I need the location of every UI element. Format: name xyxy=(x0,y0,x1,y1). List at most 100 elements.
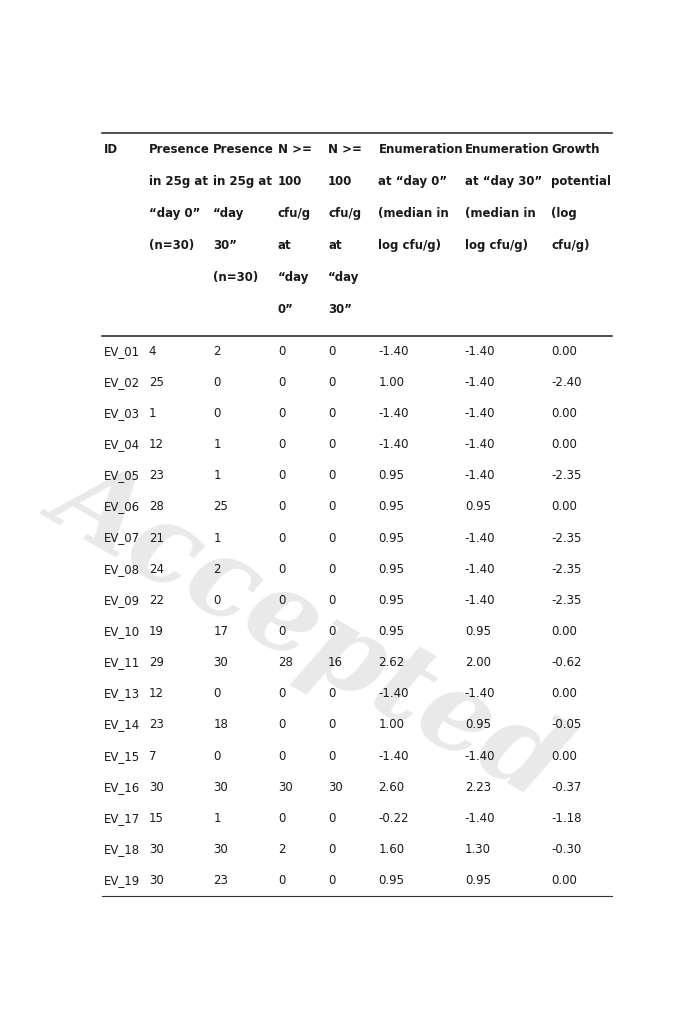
Text: EV_15: EV_15 xyxy=(104,749,140,763)
Text: 30”: 30” xyxy=(213,239,237,252)
Text: at: at xyxy=(278,239,292,252)
Text: cfu/g): cfu/g) xyxy=(552,239,590,252)
Text: EV_06: EV_06 xyxy=(104,500,140,513)
Text: -1.40: -1.40 xyxy=(465,531,495,545)
Text: 0.00: 0.00 xyxy=(552,749,577,763)
Text: -1.40: -1.40 xyxy=(379,407,409,420)
Text: -0.22: -0.22 xyxy=(379,812,409,824)
Text: 0.95: 0.95 xyxy=(379,874,405,887)
Text: 0: 0 xyxy=(328,407,335,420)
Text: 16: 16 xyxy=(328,656,343,669)
Text: 0.00: 0.00 xyxy=(552,407,577,420)
Text: 0: 0 xyxy=(278,407,285,420)
Text: 1.30: 1.30 xyxy=(465,843,491,856)
Text: 30: 30 xyxy=(213,843,228,856)
Text: 0.95: 0.95 xyxy=(379,469,405,483)
Text: 0.95: 0.95 xyxy=(465,500,491,513)
Text: EV_05: EV_05 xyxy=(104,469,140,483)
Text: -1.40: -1.40 xyxy=(379,438,409,451)
Text: Growth: Growth xyxy=(552,143,600,156)
Text: 0: 0 xyxy=(328,812,335,824)
Text: 0: 0 xyxy=(328,625,335,638)
Text: “day: “day xyxy=(328,272,359,284)
Text: 17: 17 xyxy=(213,625,228,638)
Text: 1: 1 xyxy=(213,812,221,824)
Text: 0.00: 0.00 xyxy=(552,625,577,638)
Text: -1.40: -1.40 xyxy=(465,345,495,358)
Text: 2.62: 2.62 xyxy=(379,656,405,669)
Text: 0.00: 0.00 xyxy=(552,345,577,358)
Text: 2.60: 2.60 xyxy=(379,781,405,794)
Text: Presence: Presence xyxy=(213,143,274,156)
Text: 100: 100 xyxy=(278,174,302,188)
Text: 0: 0 xyxy=(278,718,285,731)
Text: 1.00: 1.00 xyxy=(379,718,405,731)
Text: EV_02: EV_02 xyxy=(104,376,140,388)
Text: (median in: (median in xyxy=(465,207,536,220)
Text: at “day 0”: at “day 0” xyxy=(379,174,447,188)
Text: 23: 23 xyxy=(149,718,163,731)
Text: -2.40: -2.40 xyxy=(552,376,582,388)
Text: 0.95: 0.95 xyxy=(379,563,405,576)
Text: EV_04: EV_04 xyxy=(104,438,140,451)
Text: -1.40: -1.40 xyxy=(379,749,409,763)
Text: 2: 2 xyxy=(213,345,221,358)
Text: 0.00: 0.00 xyxy=(552,500,577,513)
Text: 0: 0 xyxy=(213,407,221,420)
Text: log cfu/g): log cfu/g) xyxy=(465,239,528,252)
Text: 0: 0 xyxy=(278,438,285,451)
Text: 0: 0 xyxy=(328,563,335,576)
Text: -2.35: -2.35 xyxy=(552,563,582,576)
Text: 18: 18 xyxy=(213,718,228,731)
Text: 0.95: 0.95 xyxy=(465,625,491,638)
Text: 0: 0 xyxy=(328,594,335,606)
Text: in 25g at: in 25g at xyxy=(213,174,272,188)
Text: EV_17: EV_17 xyxy=(104,812,140,824)
Text: 0: 0 xyxy=(213,594,221,606)
Text: EV_16: EV_16 xyxy=(104,781,140,794)
Text: 1: 1 xyxy=(213,438,221,451)
Text: (n=30): (n=30) xyxy=(149,239,194,252)
Text: 1: 1 xyxy=(149,407,156,420)
Text: ID: ID xyxy=(104,143,118,156)
Text: (log: (log xyxy=(552,207,577,220)
Text: 0: 0 xyxy=(328,438,335,451)
Text: EV_07: EV_07 xyxy=(104,531,140,545)
Text: -1.40: -1.40 xyxy=(465,749,495,763)
Text: 30”: 30” xyxy=(328,303,352,316)
Text: cfu/g: cfu/g xyxy=(328,207,362,220)
Text: 23: 23 xyxy=(149,469,163,483)
Text: 0: 0 xyxy=(278,345,285,358)
Text: 0: 0 xyxy=(278,594,285,606)
Text: 24: 24 xyxy=(149,563,164,576)
Text: 19: 19 xyxy=(149,625,164,638)
Text: EV_13: EV_13 xyxy=(104,687,140,701)
Text: -1.40: -1.40 xyxy=(465,812,495,824)
Text: N >=: N >= xyxy=(278,143,311,156)
Text: at: at xyxy=(328,239,342,252)
Text: 30: 30 xyxy=(213,656,228,669)
Text: 1.60: 1.60 xyxy=(379,843,405,856)
Text: 25: 25 xyxy=(213,500,228,513)
Text: EV_18: EV_18 xyxy=(104,843,140,856)
Text: 0.00: 0.00 xyxy=(552,874,577,887)
Text: 0: 0 xyxy=(328,843,335,856)
Text: 0.00: 0.00 xyxy=(552,687,577,701)
Text: -0.62: -0.62 xyxy=(552,656,582,669)
Text: 28: 28 xyxy=(278,656,293,669)
Text: 2: 2 xyxy=(213,563,221,576)
Text: 7: 7 xyxy=(149,749,156,763)
Text: 1.00: 1.00 xyxy=(379,376,405,388)
Text: 0: 0 xyxy=(213,749,221,763)
Text: 0.95: 0.95 xyxy=(379,500,405,513)
Text: EV_09: EV_09 xyxy=(104,594,140,606)
Text: 21: 21 xyxy=(149,531,164,545)
Text: EV_14: EV_14 xyxy=(104,718,140,731)
Text: -1.40: -1.40 xyxy=(465,594,495,606)
Text: 0.00: 0.00 xyxy=(552,438,577,451)
Text: -0.30: -0.30 xyxy=(552,843,582,856)
Text: 22: 22 xyxy=(149,594,164,606)
Text: at “day 30”: at “day 30” xyxy=(465,174,542,188)
Text: EV_08: EV_08 xyxy=(104,563,140,576)
Text: log cfu/g): log cfu/g) xyxy=(379,239,441,252)
